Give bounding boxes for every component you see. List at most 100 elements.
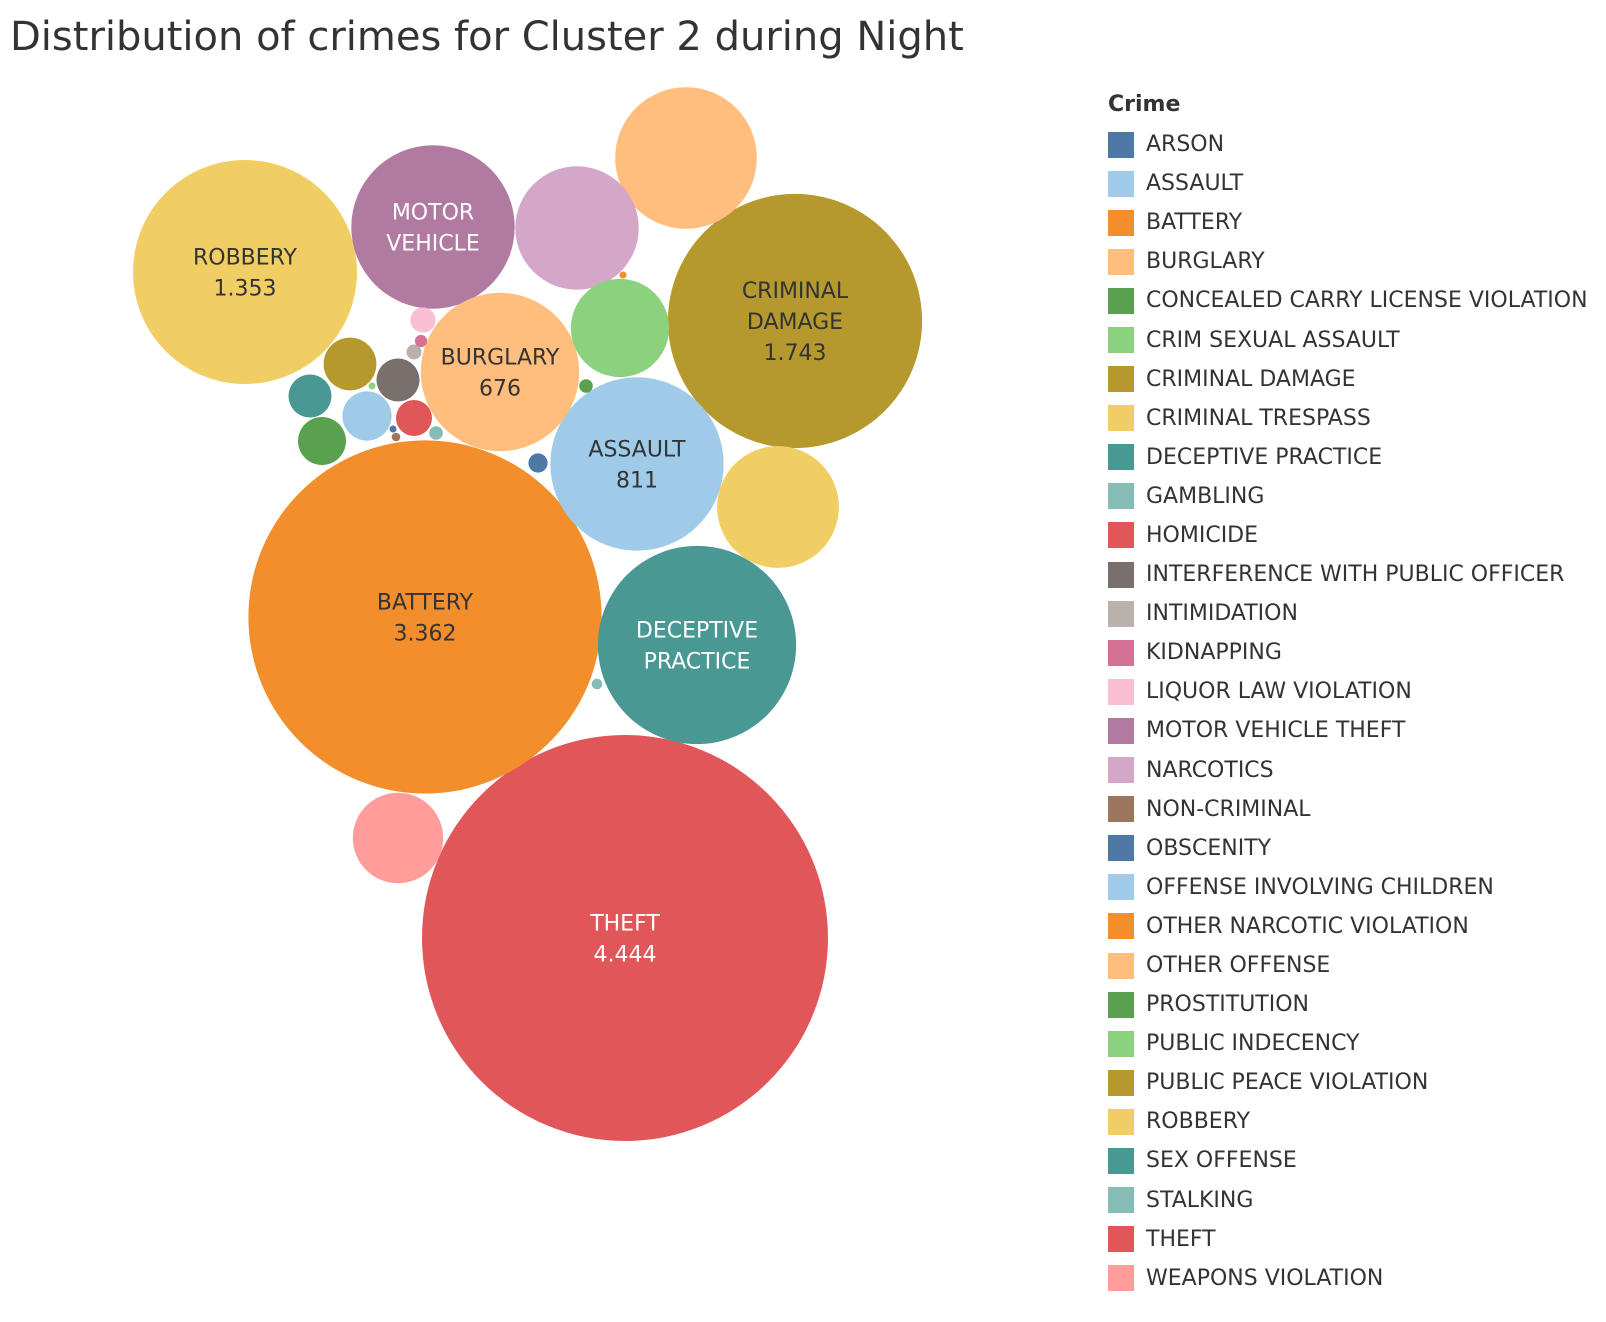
bubble-label-line: 811 bbox=[616, 469, 658, 494]
legend-label: MOTOR VEHICLE THEFT bbox=[1146, 718, 1406, 744]
bubble-label-line: BURGLARY bbox=[441, 346, 560, 371]
legend-item-other-narcotic-violation[interactable]: OTHER NARCOTIC VIOLATION bbox=[1108, 907, 1588, 946]
bubble-crim-sexual-assault[interactable] bbox=[570, 278, 670, 378]
legend-items: ARSON ASSAULT BATTERY BURGLARY CONCEALED CAR… bbox=[1108, 125, 1588, 1298]
legend-swatch bbox=[1108, 835, 1134, 862]
legend-item-public-peace-violation[interactable]: PUBLIC PEACE VIOLATION bbox=[1108, 1063, 1588, 1102]
legend-swatch bbox=[1108, 678, 1134, 705]
bubble-sex-offense[interactable] bbox=[288, 374, 332, 418]
bubble-assault[interactable] bbox=[550, 377, 724, 551]
bubble-kidnapping[interactable] bbox=[414, 334, 428, 348]
bubble-label-battery: BATTERY 3.362 bbox=[377, 591, 474, 647]
bubble-obscenity[interactable] bbox=[389, 425, 397, 433]
bubble-concealed-carry-license-violation[interactable] bbox=[579, 379, 593, 393]
bubble-prostitution[interactable] bbox=[298, 417, 346, 465]
legend-title: Crime bbox=[1108, 92, 1181, 117]
bubble-liquor-law-violation[interactable] bbox=[410, 307, 436, 333]
bubble-intimidation[interactable] bbox=[406, 344, 422, 360]
legend-item-concealed-carry-license-violation[interactable]: CONCEALED CARRY LICENSE VIOLATION bbox=[1108, 281, 1588, 320]
legend-swatch bbox=[1108, 796, 1134, 823]
legend-item-public-indecency[interactable]: PUBLIC INDECENCY bbox=[1108, 1024, 1588, 1063]
bubble-other-offense[interactable] bbox=[615, 87, 757, 229]
bubble-label-line: DECEPTIVE bbox=[636, 619, 758, 644]
legend-label: CONCEALED CARRY LICENSE VIOLATION bbox=[1146, 288, 1588, 314]
bubble-label-line: 1.353 bbox=[214, 277, 277, 302]
legend-item-robbery[interactable]: ROBBERY bbox=[1108, 1102, 1588, 1141]
legend-item-burglary[interactable]: BURGLARY bbox=[1108, 242, 1588, 281]
legend-item-narcotics[interactable]: NARCOTICS bbox=[1108, 751, 1588, 790]
bubble-burglary[interactable] bbox=[420, 292, 580, 452]
bubble-stalking[interactable] bbox=[591, 678, 603, 690]
legend-swatch bbox=[1108, 131, 1134, 158]
bubble-label-line: 1.743 bbox=[764, 341, 827, 366]
legend-label: OTHER NARCOTIC VIOLATION bbox=[1146, 913, 1469, 939]
legend-label: CRIM SEXUAL ASSAULT bbox=[1146, 327, 1400, 353]
legend-item-offense-involving-children[interactable]: OFFENSE INVOLVING CHILDREN bbox=[1108, 868, 1588, 907]
bubble-arson[interactable] bbox=[528, 453, 548, 473]
legend-label: ROBBERY bbox=[1146, 1109, 1251, 1135]
legend-label: PUBLIC PEACE VIOLATION bbox=[1146, 1070, 1429, 1096]
bubble-label-line: ROBBERY bbox=[193, 246, 298, 271]
legend-swatch bbox=[1108, 287, 1134, 314]
legend-item-crim-sexual-assault[interactable]: CRIM SEXUAL ASSAULT bbox=[1108, 320, 1588, 359]
bubble-motor-vehicle-theft[interactable] bbox=[351, 145, 515, 309]
legend-item-obscenity[interactable]: OBSCENITY bbox=[1108, 829, 1588, 868]
legend-swatch bbox=[1108, 757, 1134, 784]
legend-item-arson[interactable]: ARSON bbox=[1108, 125, 1588, 164]
legend-item-assault[interactable]: ASSAULT bbox=[1108, 164, 1588, 203]
bubble-interference-with-public-officer[interactable] bbox=[376, 358, 420, 402]
legend-item-intimidation[interactable]: INTIMIDATION bbox=[1108, 594, 1588, 633]
bubble-offense-involving-children[interactable] bbox=[342, 391, 392, 441]
legend-swatch bbox=[1108, 1187, 1134, 1214]
legend-item-sex-offense[interactable]: SEX OFFENSE bbox=[1108, 1141, 1588, 1180]
legend-item-interference-with-public-officer[interactable]: INTERFERENCE WITH PUBLIC OFFICER bbox=[1108, 555, 1588, 594]
legend-swatch bbox=[1108, 952, 1134, 979]
legend-item-battery[interactable]: BATTERY bbox=[1108, 203, 1588, 242]
legend-item-homicide[interactable]: HOMICIDE bbox=[1108, 516, 1588, 555]
legend-label: THEFT bbox=[1146, 1226, 1216, 1252]
legend-item-criminal-trespass[interactable]: CRIMINAL TRESPASS bbox=[1108, 399, 1588, 438]
bubble-gambling[interactable] bbox=[429, 426, 443, 440]
legend-label: ARSON bbox=[1146, 132, 1225, 158]
legend-item-kidnapping[interactable]: KIDNAPPING bbox=[1108, 633, 1588, 672]
legend-item-gambling[interactable]: GAMBLING bbox=[1108, 477, 1588, 516]
legend-label: STALKING bbox=[1146, 1187, 1254, 1213]
legend-label: HOMICIDE bbox=[1146, 522, 1259, 548]
bubble-label-line: PRACTICE bbox=[644, 650, 751, 675]
legend-item-theft[interactable]: THEFT bbox=[1108, 1220, 1588, 1259]
legend-item-criminal-damage[interactable]: CRIMINAL DAMAGE bbox=[1108, 360, 1588, 399]
legend-swatch bbox=[1108, 366, 1134, 393]
legend-item-liquor-law-violation[interactable]: LIQUOR LAW VIOLATION bbox=[1108, 672, 1588, 711]
bubble-non-criminal[interactable] bbox=[391, 432, 401, 442]
bubble-theft[interactable] bbox=[422, 735, 828, 1141]
bubble-public-peace-violation[interactable] bbox=[323, 337, 377, 391]
bubble-label-motor-vehicle-theft: MOTOR VEHICLE bbox=[386, 201, 480, 257]
legend: Crime ARSON ASSAULT BATTERY BURGLARY CONCEAL… bbox=[1108, 92, 1588, 1298]
bubble-battery[interactable] bbox=[248, 440, 602, 794]
bubble-label-line: MOTOR bbox=[392, 201, 474, 226]
legend-label: OFFENSE INVOLVING CHILDREN bbox=[1146, 874, 1494, 900]
bubble-public-indecency[interactable] bbox=[368, 382, 376, 390]
bubble-homicide[interactable] bbox=[396, 400, 432, 436]
bubble-deceptive-practice[interactable] bbox=[597, 545, 797, 745]
legend-label: OBSCENITY bbox=[1146, 835, 1272, 861]
legend-item-weapons-violation[interactable]: WEAPONS VIOLATION bbox=[1108, 1259, 1588, 1298]
legend-swatch bbox=[1108, 444, 1134, 471]
legend-item-motor-vehicle-theft[interactable]: MOTOR VEHICLE THEFT bbox=[1108, 711, 1588, 750]
bubble-criminal-trespass[interactable] bbox=[717, 446, 839, 568]
legend-item-prostitution[interactable]: PROSTITUTION bbox=[1108, 985, 1588, 1024]
legend-label: OTHER OFFENSE bbox=[1146, 953, 1331, 979]
bubble-criminal-damage[interactable] bbox=[667, 193, 923, 449]
bubble-weapons-violation[interactable] bbox=[352, 792, 444, 884]
legend-item-stalking[interactable]: STALKING bbox=[1108, 1181, 1588, 1220]
legend-item-non-criminal[interactable]: NON-CRIMINAL bbox=[1108, 790, 1588, 829]
bubble-other-narcotic-violation[interactable] bbox=[619, 271, 627, 279]
legend-swatch bbox=[1108, 522, 1134, 549]
legend-item-deceptive-practice[interactable]: DECEPTIVE PRACTICE bbox=[1108, 438, 1588, 477]
bubble-robbery[interactable] bbox=[133, 160, 357, 384]
legend-swatch bbox=[1108, 209, 1134, 236]
bubble-label-theft: THEFT 4.444 bbox=[589, 912, 660, 968]
legend-item-other-offense[interactable]: OTHER OFFENSE bbox=[1108, 946, 1588, 985]
bubble-label-assault: ASSAULT 811 bbox=[588, 438, 686, 494]
bubble-narcotics[interactable] bbox=[515, 166, 639, 290]
